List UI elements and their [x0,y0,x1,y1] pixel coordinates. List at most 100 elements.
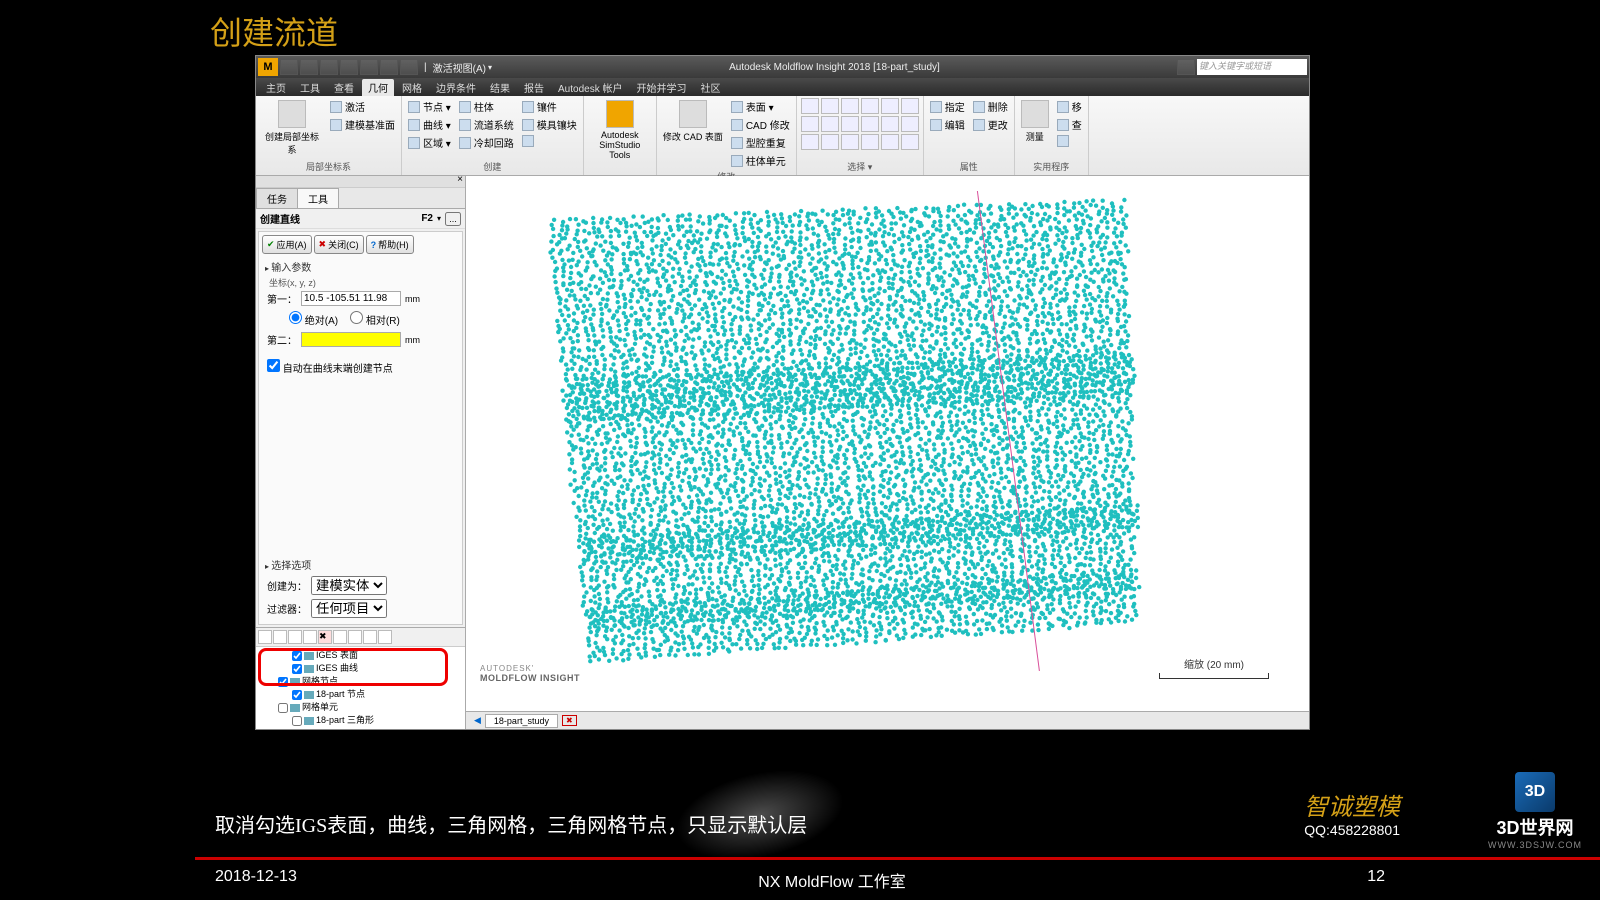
tree-item[interactable]: 网格单元 [258,701,463,714]
date-label: 2018-12-13 [215,868,297,892]
select-tool-icon[interactable] [801,134,819,150]
unit-label-2: mm [405,335,420,345]
select-tool-icon[interactable] [841,116,859,132]
ribbon-btn[interactable]: 建模基准面 [328,116,397,133]
tree-btn-icon[interactable] [288,630,302,644]
tree-item[interactable]: IGES 表面 [258,649,463,662]
select-tool-icon[interactable] [841,134,859,150]
qat-redo-icon[interactable] [360,59,378,75]
select-tool-icon[interactable] [861,116,879,132]
ribbon-btn[interactable]: 激活 [328,98,397,115]
ribbon-big-btn[interactable]: Autodesk SimStudio Tools [588,98,652,162]
tree-btn-icon[interactable] [258,630,272,644]
qat-open-icon[interactable] [300,59,318,75]
qat-print-icon[interactable] [380,59,398,75]
ribbon-btn[interactable]: 模具镶块 [520,116,579,133]
activate-view-label[interactable]: 激活视图(A) [433,60,486,75]
menu-10[interactable]: 社区 [694,79,726,96]
menu-6[interactable]: 结果 [484,79,516,96]
ribbon-big-btn[interactable]: 测量 [1019,98,1051,145]
tree-btn-icon[interactable] [378,630,392,644]
tree-item[interactable]: 网格节点 [258,675,463,688]
qat-save-icon[interactable] [320,59,338,75]
select-tool-icon[interactable] [881,134,899,150]
close-tab-icon[interactable]: ✖ [562,715,577,726]
help-button[interactable]: 帮助(H) [366,235,414,254]
menu-7[interactable]: 报告 [518,79,550,96]
ribbon-big-btn[interactable]: 创建局部坐标系 [260,98,324,158]
menu-1[interactable]: 工具 [294,79,326,96]
menu-3[interactable]: 几何 [362,79,394,96]
apply-button[interactable]: 应用(A) [262,235,312,254]
ribbon-btn[interactable]: 柱体 [457,98,516,115]
menu-0[interactable]: 主页 [260,79,292,96]
tree-item[interactable]: IGES 曲线 [258,662,463,675]
tree-btn-icon[interactable]: ✖ [318,630,332,644]
select-tool-icon[interactable] [841,98,859,114]
ribbon-btn[interactable]: 型腔重复 [729,134,792,151]
tree-btn-icon[interactable] [273,630,287,644]
select-tool-icon[interactable] [801,98,819,114]
tree-btn-icon[interactable] [333,630,347,644]
menu-5[interactable]: 边界条件 [430,79,482,96]
menu-4[interactable]: 网格 [396,79,428,96]
ribbon-btn[interactable]: 镶件 [520,98,579,115]
menu-9[interactable]: 开始并学习 [630,79,692,96]
select-tool-icon[interactable] [821,98,839,114]
viewport[interactable]: AUTODESK'MOLDFLOW INSIGHT 缩放 (20 mm) ◀ 1… [466,176,1309,729]
select-tool-icon[interactable] [881,116,899,132]
close-button[interactable]: 关闭(C) [314,235,364,254]
ribbon-btn[interactable]: 区域 ▾ [406,134,453,151]
tool-menu-button[interactable]: ... [445,212,461,226]
ribbon-btn[interactable]: 更改 [971,116,1010,133]
app-logo[interactable]: M [258,58,278,76]
select-tool-icon[interactable] [801,116,819,132]
qat-btn7-icon[interactable] [400,59,418,75]
qat-undo-icon[interactable] [340,59,358,75]
ribbon-btn[interactable]: 曲线 ▾ [406,116,453,133]
relative-radio[interactable]: 相对(R) [350,311,400,327]
first-coord-input[interactable] [301,291,401,306]
tree-item[interactable]: 18-part 节点 [258,688,463,701]
tree-btn-icon[interactable] [303,630,317,644]
ribbon-btn[interactable] [520,134,579,148]
auto-endpoint-checkbox[interactable]: 自动在曲线末端创建节点 [267,364,393,375]
filter-select[interactable]: 任何项目 [311,599,387,618]
ribbon-btn[interactable]: 移 [1055,98,1084,115]
tree-btn-icon[interactable] [363,630,377,644]
ribbon-btn[interactable]: 查 [1055,116,1084,133]
tab-tools[interactable]: 工具 [297,188,339,208]
search-input[interactable]: 键入关键字或短语 [1197,59,1307,75]
menu-8[interactable]: Autodesk 帐户 [552,79,628,96]
tab-tasks[interactable]: 任务 [256,188,298,208]
ribbon-btn[interactable]: 指定 [928,98,967,115]
doc-tab[interactable]: 18-part_study [485,714,558,728]
tree-item[interactable]: 18-part 三角形 [258,714,463,727]
select-tool-icon[interactable] [861,98,879,114]
select-tool-icon[interactable] [901,134,919,150]
qat-new-icon[interactable] [280,59,298,75]
create-for-select[interactable]: 建模实体 [311,576,387,595]
ribbon-btn[interactable] [1055,134,1084,148]
help-icon[interactable] [1177,59,1195,75]
menu-2[interactable]: 查看 [328,79,360,96]
absolute-radio[interactable]: 绝对(A) [289,311,338,327]
ribbon-btn[interactable]: CAD 修改 [729,116,792,133]
select-tool-icon[interactable] [901,116,919,132]
ribbon-btn[interactable]: 表面 ▾ [729,98,792,115]
second-coord-input[interactable] [301,332,401,347]
ribbon-btn[interactable]: 删除 [971,98,1010,115]
ribbon-btn[interactable]: 节点 ▾ [406,98,453,115]
tree-btn-icon[interactable] [348,630,362,644]
select-tool-icon[interactable] [821,134,839,150]
ribbon-btn[interactable]: 冷却回路 [457,134,516,151]
select-tool-icon[interactable] [901,98,919,114]
ribbon-btn[interactable]: 编辑 [928,116,967,133]
select-tool-icon[interactable] [881,98,899,114]
select-tool-icon[interactable] [821,116,839,132]
ribbon-big-btn[interactable]: 修改 CAD 表面 [661,98,725,145]
ribbon-btn[interactable]: 柱体单元 [729,152,792,169]
ribbon-btn[interactable]: 流道系统 [457,116,516,133]
panel-close-icon[interactable] [256,176,465,188]
select-tool-icon[interactable] [861,134,879,150]
